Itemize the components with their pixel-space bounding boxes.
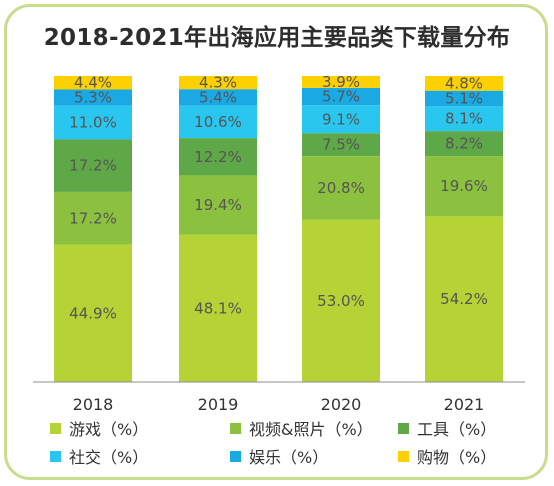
legend-item: 工具（%）: [398, 416, 496, 440]
legend-item: 娱乐（%）: [230, 444, 328, 468]
bar-segment: [425, 106, 503, 132]
data-label: 20.8%: [317, 179, 365, 197]
legend-swatch: [230, 422, 241, 434]
data-label: 53.0%: [317, 292, 365, 310]
data-label: 11.0%: [69, 114, 117, 132]
data-label: 7.5%: [322, 136, 360, 154]
data-label: 5.7%: [322, 88, 360, 106]
bar-segment: [425, 76, 503, 91]
x-tick-label: 2021: [444, 395, 485, 414]
bar-segment: [302, 105, 380, 134]
legend-label: 社交（%）: [69, 448, 149, 467]
bar-segment: [179, 234, 257, 382]
x-tick-label: 2018: [73, 395, 114, 414]
legend-label: 工具（%）: [417, 420, 497, 439]
data-label: 54.2%: [440, 290, 488, 308]
bar-segment: [54, 76, 132, 90]
data-label: 17.2%: [69, 209, 117, 227]
bar-segment: [302, 156, 380, 220]
data-label: 48.1%: [194, 299, 242, 317]
data-label: 4.3%: [199, 74, 237, 92]
data-label: 5.3%: [74, 89, 112, 107]
bar-segment: [179, 89, 257, 106]
bar-segment: [179, 76, 257, 90]
data-label: 5.4%: [199, 88, 237, 106]
legend-label: 娱乐（%）: [249, 448, 329, 467]
legend-item: 购物（%）: [398, 444, 496, 468]
chart-title: 2018-2021年出海应用主要品类下载量分布: [43, 25, 511, 51]
bar-segment: [425, 156, 503, 217]
data-label: 8.1%: [445, 110, 483, 128]
bar-segment: [302, 76, 380, 88]
bar-segment: [302, 219, 380, 382]
legend-item: 社交（%）: [50, 444, 148, 468]
bar-segment: [425, 90, 503, 107]
bar-segment: [54, 105, 132, 140]
data-label: 4.4%: [74, 74, 112, 92]
x-tick-label: 2019: [198, 395, 239, 414]
legend-label: 购物（%）: [417, 448, 497, 467]
data-label: 3.9%: [322, 73, 360, 91]
bar-segment: [425, 216, 503, 382]
data-label: 5.1%: [445, 90, 483, 108]
legend-swatch: [398, 422, 409, 434]
bar-segment: [54, 244, 132, 382]
bar-segment: [54, 139, 132, 192]
bar-segment: [179, 138, 257, 176]
bar-segment: [179, 105, 257, 139]
bar-segment: [425, 131, 503, 157]
data-label: 17.2%: [69, 157, 117, 175]
data-label: 44.9%: [69, 304, 117, 322]
legend-swatch: [50, 422, 61, 434]
bar-segment: [302, 133, 380, 157]
legend-swatch: [230, 450, 241, 462]
bar-segment: [54, 89, 132, 106]
data-label: 10.6%: [194, 113, 242, 131]
data-label: 19.6%: [440, 177, 488, 195]
legend-item: 视频&照片（%）: [230, 416, 373, 440]
legend-label: 视频&照片（%）: [249, 420, 373, 439]
x-tick-label: 2020: [321, 395, 362, 414]
bar-segment: [179, 175, 257, 235]
data-label: 19.4%: [194, 196, 242, 214]
chart-legend: 游戏（%） 视频&照片（%） 工具（%） 社交（%） 娱乐（%） 购物（%）: [0, 414, 554, 474]
data-label: 8.2%: [445, 135, 483, 153]
legend-swatch: [398, 450, 409, 462]
bar-segment: [54, 192, 132, 245]
legend-item: 游戏（%）: [50, 416, 148, 440]
data-label: 9.1%: [322, 110, 360, 128]
bar-segment: [302, 87, 380, 106]
legend-label: 游戏（%）: [69, 420, 149, 439]
legend-swatch: [50, 450, 61, 462]
data-label: 4.8%: [445, 74, 483, 92]
data-label: 12.2%: [194, 148, 242, 166]
